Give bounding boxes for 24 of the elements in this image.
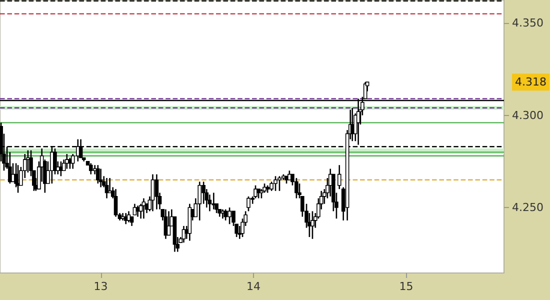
candlestick [16,164,20,194]
y-tick-label: 4.350 [512,16,544,30]
candlestick [256,188,260,199]
y-tick-label: 4.300 [512,108,544,122]
candlestick [96,164,100,184]
x-tick-label: 13 [94,280,108,293]
candlestick [114,188,118,218]
candlestick [224,208,228,222]
candlestick [88,162,93,175]
candlestick [166,210,171,236]
candlestick [228,206,232,225]
y-tick-label: 4.250 [512,201,544,214]
candlestick [246,196,250,212]
x-tick-label: 14 [246,280,261,293]
candlestick [294,177,298,199]
candlestick [198,181,202,222]
candlestick [150,174,155,212]
x-tick-label: 15 [399,280,414,293]
candlestick [154,174,159,210]
candlestick [310,210,314,240]
candlestick [274,176,278,192]
candlestick [202,181,206,204]
text: 4.318 [515,76,546,89]
candlestick [278,176,282,192]
